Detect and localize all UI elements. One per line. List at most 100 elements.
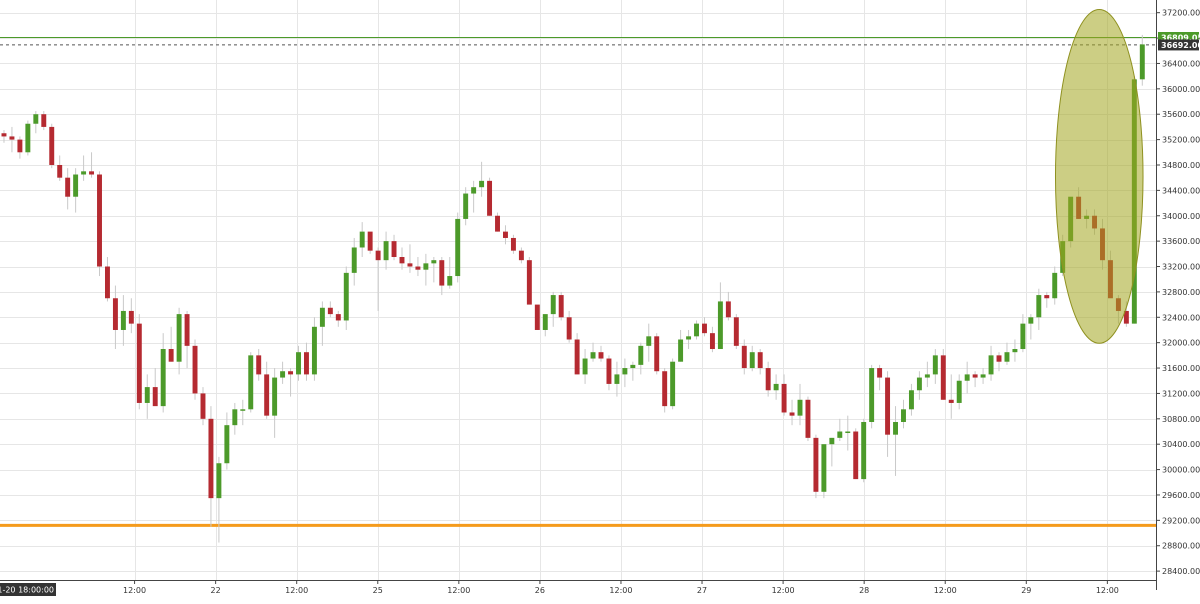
candle [749,345,755,372]
candle-body [447,276,453,286]
candle [940,349,946,400]
candle [439,257,445,296]
x-tick-label: 12:00 [609,586,632,595]
candle [741,339,747,375]
candle [136,314,142,410]
candle-body [956,380,962,403]
candle [415,257,421,277]
candle [232,402,238,435]
candle-body [638,345,644,365]
candle [566,310,572,343]
x-tick-label: 22 [211,586,221,595]
candle-body [25,123,31,153]
candle-body [1028,317,1034,324]
x-cursor-label-bg [0,583,56,596]
candle [160,333,166,413]
y-axis: 28400.00 28800.00 29200.00 29600.00 30000.00… [1156,0,1200,600]
candle [176,307,182,375]
candle [487,177,493,216]
candle [455,212,461,283]
candle [550,291,556,327]
candle [845,415,851,451]
candle [383,231,389,270]
candle [590,342,596,362]
candle [988,345,994,381]
candle-body [670,361,676,407]
candle-body [821,444,827,492]
candle-body [630,364,636,369]
candle [885,371,891,457]
candle [646,323,652,362]
candle [81,155,87,181]
candle-body [112,298,118,330]
candle-body [709,333,715,350]
candle-body [932,355,938,375]
candle [423,253,429,286]
candle [606,355,612,391]
candle [391,234,397,261]
candle [518,247,524,264]
candle [375,247,381,311]
y-tick-label: 34000.00 [1162,212,1200,221]
candle [614,361,620,397]
candle-body [622,368,628,375]
candle-body [471,187,477,194]
x-tick-label: 12:00 [447,586,470,595]
candle-body [208,418,214,499]
x-tick-label: 27 [697,586,707,595]
y-tick-label: 31600.00 [1162,364,1200,373]
candle-body [996,355,1002,362]
candle [654,333,660,375]
candle-body [805,399,811,438]
price-tag-bg [1158,39,1199,51]
candle-body [606,358,612,384]
candle-body [741,345,747,369]
candle-body [455,218,461,277]
candle-body [686,336,692,340]
candle-body [216,463,222,499]
candle [431,257,437,283]
candle-body [128,310,134,324]
candle [1044,291,1050,308]
candles [1,34,1145,543]
candle [73,168,79,213]
candle-body [1044,295,1050,299]
candle-body [49,126,55,165]
candle-body [590,352,596,359]
candle [447,257,453,289]
candle [112,285,118,350]
candle [399,247,405,270]
candle [1004,342,1010,365]
candle [471,180,477,213]
candle-body [1052,272,1058,299]
candle-body [367,231,373,251]
candle-body [757,352,763,369]
candle-body [152,387,158,407]
candle [765,361,771,397]
x-tick-label: 12:00 [1096,586,1119,595]
candle [821,444,827,499]
y-tick-label: 37200.00 [1162,9,1200,18]
candle-body [781,383,787,413]
x-tick-label: 12:00 [772,586,795,595]
candle-body [423,263,429,270]
candle [184,310,190,369]
candle-body [550,295,556,315]
y-tick-label: 29200.00 [1162,516,1200,525]
candle [104,257,110,302]
candle [224,412,230,470]
candle-body [335,314,341,321]
candle [853,428,859,480]
candle [495,212,500,232]
candle [678,329,684,362]
highlight-ellipse-layer [1054,9,1144,344]
y-tick-label: 28400.00 [1162,567,1200,576]
horizontal-levels [0,37,1156,527]
candle-body [829,437,835,445]
candle-body [192,345,198,394]
candle [630,361,636,381]
candle [351,237,357,286]
candle [463,187,469,226]
